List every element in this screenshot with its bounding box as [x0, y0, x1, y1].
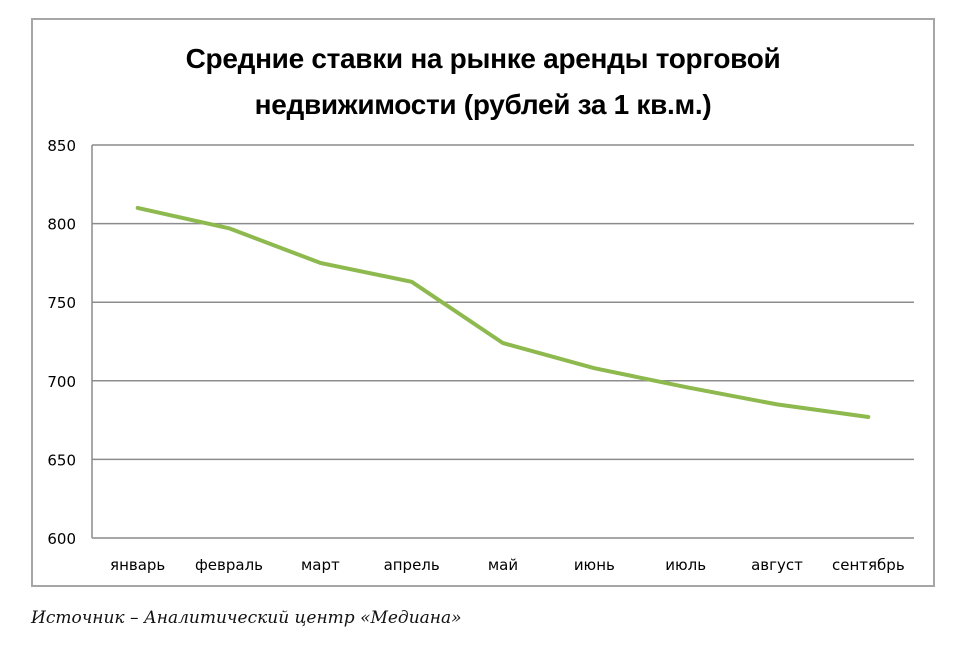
- y-tick-label: 850: [47, 137, 76, 155]
- chart-title: Средние ставки на рынке аренды торговой …: [31, 36, 935, 128]
- y-tick-label: 750: [47, 294, 76, 312]
- x-category-label: июль: [665, 556, 706, 574]
- series-line: [135, 205, 871, 419]
- y-tick-label: 600: [47, 530, 76, 548]
- x-category-label: март: [301, 556, 340, 574]
- x-category-label: июнь: [574, 556, 615, 574]
- x-category-label: сентябрь: [832, 556, 905, 574]
- x-category-label: январь: [110, 556, 165, 574]
- x-category-label: апрель: [384, 556, 440, 574]
- x-category-label: февраль: [195, 556, 263, 574]
- x-category-label: май: [488, 556, 518, 574]
- x-axis-categories: январь февраль март апрель май июнь июль август…: [110, 556, 905, 574]
- y-tick-label: 800: [47, 216, 76, 234]
- gridlines: [91, 144, 914, 539]
- y-axis-ticks: 600 650 700 750 800 850: [47, 137, 76, 548]
- x-category-label: август: [751, 556, 803, 574]
- y-tick-label: 650: [47, 451, 76, 469]
- chart-title-line-2: недвижимости (рублей за 1 кв.м.): [254, 89, 712, 120]
- y-tick-label: 700: [47, 373, 76, 391]
- source-note: Источник – Аналитический центр «Медиана»: [31, 608, 462, 628]
- chart-title-line-1: Средние ставки на рынке аренды торговой: [185, 43, 781, 74]
